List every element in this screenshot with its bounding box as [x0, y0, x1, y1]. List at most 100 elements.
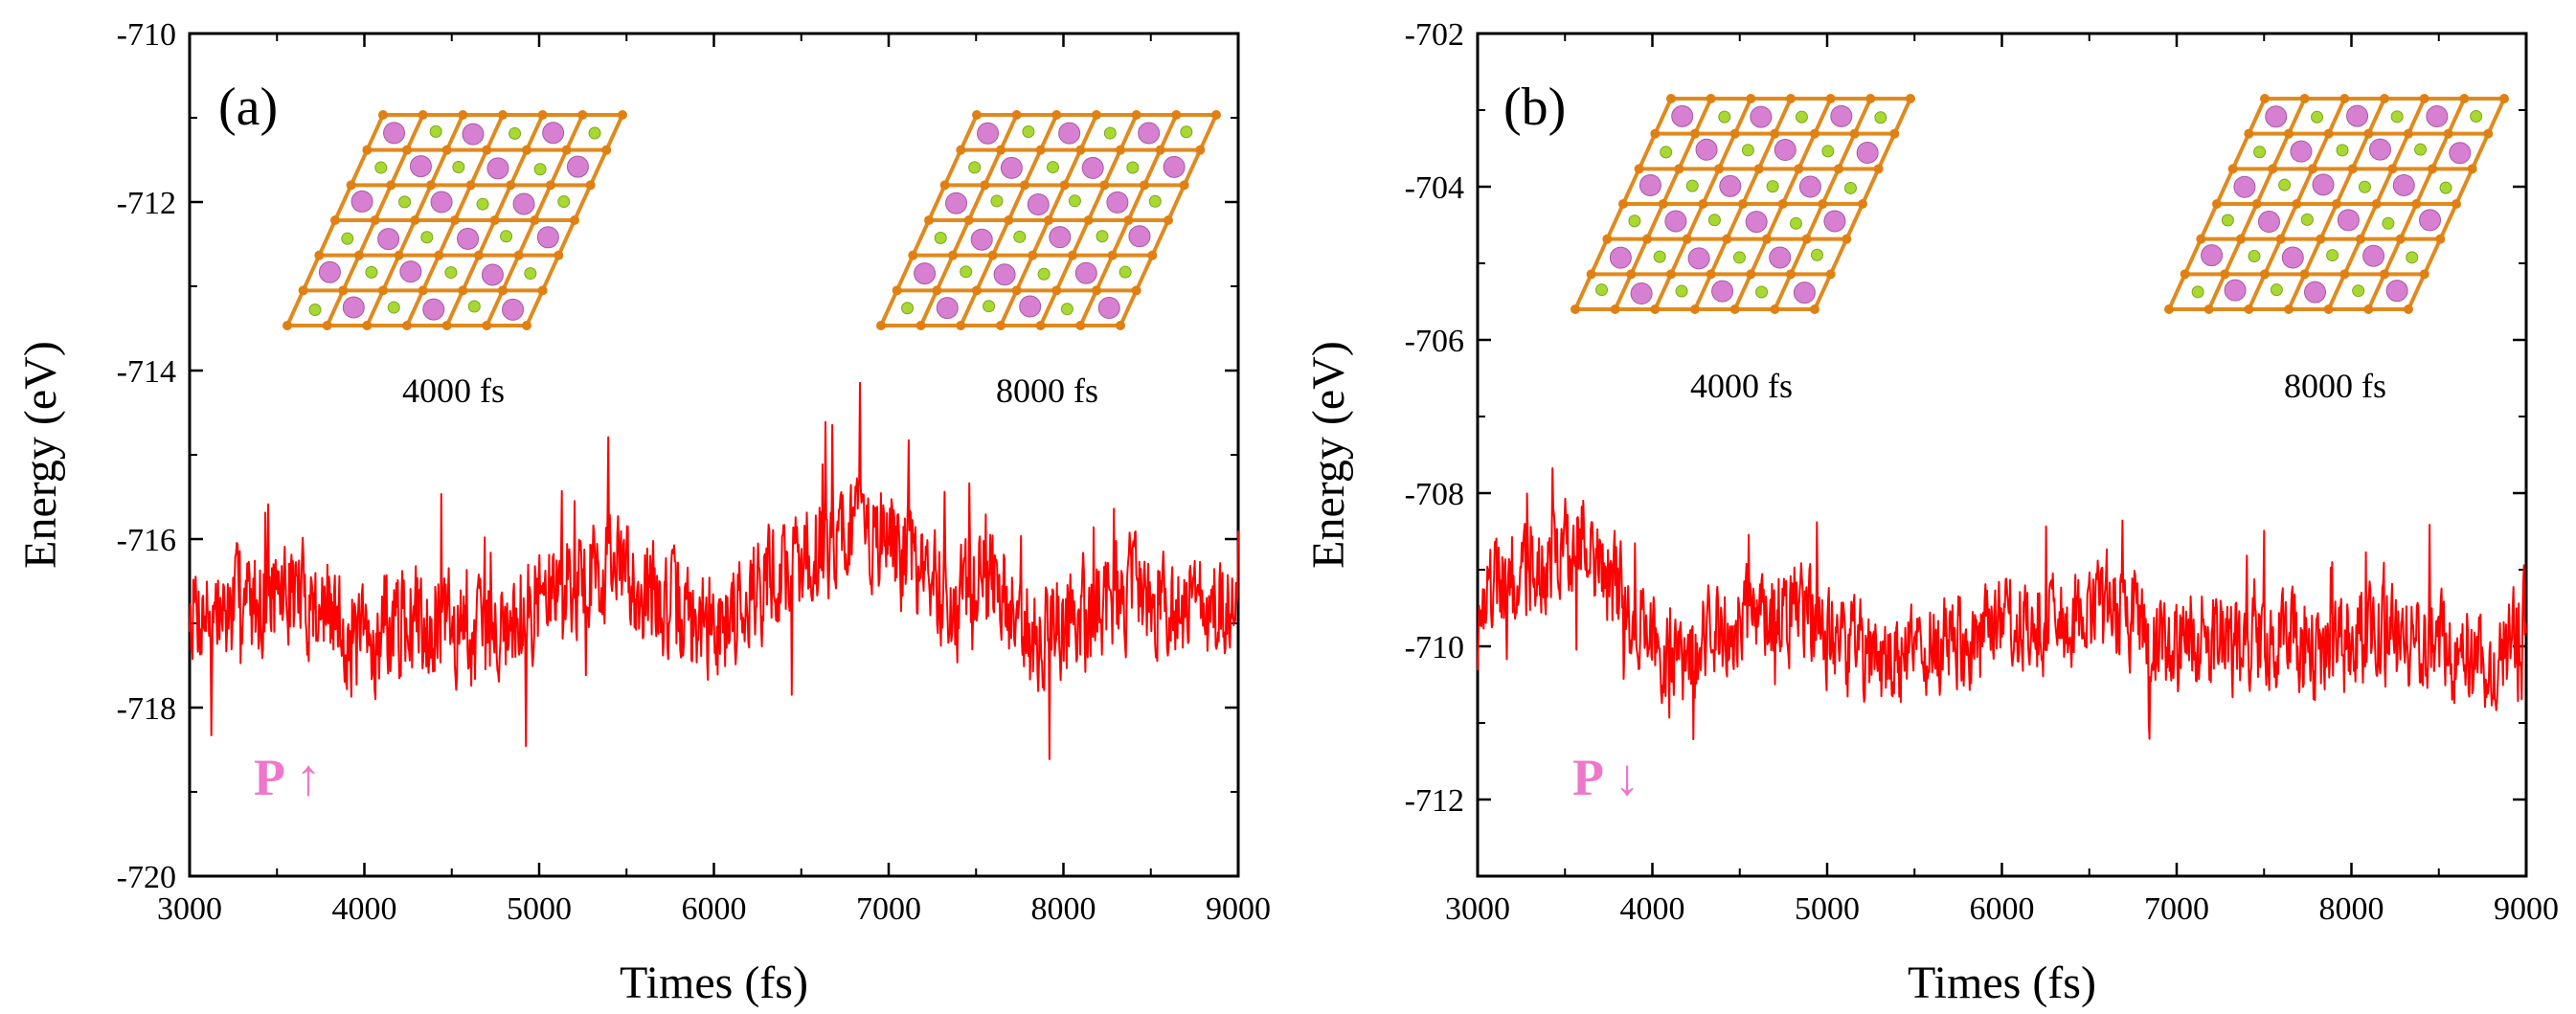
y-axis-title: Energy (eV)	[15, 341, 66, 569]
bond	[1653, 273, 1673, 310]
y-tick-label: -712	[1405, 783, 1464, 819]
atom-large	[945, 192, 968, 214]
atom-vertex	[1099, 180, 1110, 191]
atom-large	[2281, 246, 2304, 269]
atom-vertex	[322, 321, 332, 330]
bond	[2430, 132, 2451, 170]
y-axis-title: Energy (eV)	[1303, 341, 1354, 569]
atom-small	[2352, 284, 2365, 298]
atom-large	[1856, 141, 1879, 164]
atom-vertex	[2499, 94, 2509, 103]
atom-vertex	[1706, 94, 1716, 103]
atom-small	[508, 126, 522, 140]
atom-vertex	[1777, 199, 1788, 209]
atom-small	[1022, 125, 1035, 139]
panel-label: (a)	[218, 78, 278, 137]
atom-small	[1755, 285, 1769, 299]
atom-vertex	[1666, 269, 1676, 280]
atom-vertex	[1044, 215, 1053, 225]
atom-small	[1148, 194, 1162, 208]
atom-large	[399, 260, 422, 283]
atom-vertex	[1666, 94, 1676, 103]
atom-large	[1638, 174, 1661, 197]
bond	[2398, 203, 2419, 240]
atom-vertex	[537, 285, 548, 296]
x-tick-label: 9000	[1206, 891, 1271, 927]
atom-vertex	[1858, 199, 1867, 209]
bond	[285, 289, 305, 327]
bond	[1813, 273, 1833, 310]
atom-large	[542, 122, 565, 145]
atom-small	[1843, 181, 1857, 194]
atom-vertex	[1092, 110, 1101, 120]
atom-large	[2290, 140, 2313, 163]
bond	[2335, 168, 2355, 205]
bond	[588, 148, 609, 187]
bond	[1645, 203, 1665, 240]
atom-small	[2390, 110, 2404, 124]
atom-vertex	[1729, 304, 1740, 314]
atom-small	[374, 161, 388, 174]
atom-large	[430, 191, 453, 214]
bond	[1589, 237, 1610, 276]
bond	[2374, 168, 2395, 205]
atom-small	[476, 197, 489, 211]
atom-vertex	[1849, 128, 1860, 139]
bond	[1062, 148, 1083, 187]
atom-large	[1664, 210, 1687, 233]
bond	[1684, 203, 1706, 240]
atom-vertex	[939, 180, 950, 191]
atom-small	[1060, 303, 1073, 316]
atom-vertex	[1753, 164, 1764, 174]
atom-large	[2304, 281, 2327, 304]
bond	[357, 219, 377, 257]
bond	[1796, 132, 1817, 170]
atom-vertex	[2236, 234, 2246, 244]
atom-vertex	[2244, 128, 2254, 139]
atom-large	[1687, 247, 1710, 270]
atom-small	[1660, 146, 1673, 159]
atom-vertex	[1842, 234, 1852, 244]
atom-large	[1058, 122, 1081, 145]
atom-vertex	[418, 110, 428, 120]
bond	[485, 289, 505, 327]
atom-large	[512, 192, 535, 215]
atom-large	[2385, 280, 2408, 303]
y-tick-label: -710	[1405, 630, 1464, 665]
atom-vertex	[441, 321, 452, 330]
atom-vertex	[1834, 164, 1843, 174]
atom-small	[1718, 110, 1731, 124]
atom-vertex	[618, 110, 627, 120]
bond	[2366, 273, 2386, 310]
x-tick-label: 5000	[507, 891, 572, 927]
atom-large	[1074, 261, 1097, 284]
bond	[2350, 132, 2371, 170]
bond	[1756, 132, 1777, 170]
atom-vertex	[1810, 304, 1819, 314]
atom-small	[1789, 216, 1802, 230]
atom-small	[452, 161, 465, 174]
bond	[1621, 168, 1641, 205]
bond	[2422, 237, 2443, 276]
atom-vertex	[1140, 180, 1149, 191]
atom-vertex	[2268, 164, 2278, 174]
atom-vertex	[1028, 250, 1038, 260]
atom-small	[1180, 125, 1193, 139]
bond	[2223, 237, 2243, 276]
bond	[966, 184, 987, 221]
y-tick-label: -712	[117, 186, 176, 221]
bond	[1047, 184, 1067, 221]
bond	[444, 114, 465, 151]
atom-vertex	[1690, 304, 1700, 314]
atom-vertex	[2284, 128, 2294, 139]
bond	[1086, 184, 1107, 221]
bond	[1071, 219, 1091, 257]
bond	[2390, 132, 2410, 170]
atom-small	[387, 301, 400, 314]
bond	[894, 254, 915, 292]
bond	[453, 184, 473, 221]
bond	[2326, 98, 2347, 135]
bond	[604, 114, 624, 151]
x-tick-label: 6000	[682, 891, 747, 927]
bond	[341, 254, 361, 292]
